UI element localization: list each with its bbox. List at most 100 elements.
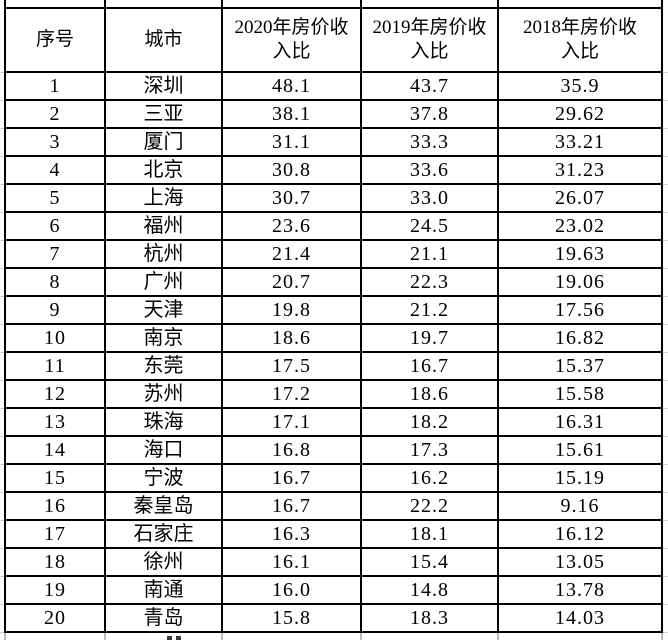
rank-cell: 2 — [4, 99, 106, 129]
cropped-row-top-stub — [497, 0, 499, 8]
ratio-2020-cell: 23.6 — [221, 211, 362, 241]
ratio-2018-cell: 9.16 — [497, 491, 663, 521]
ratio-2018-cell: 23.02 — [497, 211, 663, 241]
city-cell: 珠海 — [104, 407, 223, 437]
city-cell: 石家庄 — [104, 519, 223, 549]
city-cell: 秦皇岛 — [104, 491, 223, 521]
ratio-2019-cell: 22.3 — [360, 267, 499, 297]
rank-cell: 20 — [4, 603, 106, 633]
table-body: 1 深圳 48.1 43.7 35.9 2 三亚 38.1 37.8 29.62… — [4, 71, 663, 633]
ratio-2020-cell: 15.8 — [221, 603, 362, 633]
ratio-2018-cell: 15.19 — [497, 463, 663, 493]
rank-cell: 6 — [4, 211, 106, 241]
city-cell: 徐州 — [104, 547, 223, 577]
ratio-2019-cell: 18.3 — [360, 603, 499, 633]
rank-cell: 19 — [4, 575, 106, 605]
city-cell: 北京 — [104, 155, 223, 185]
rank-cell: 1 — [4, 71, 106, 101]
ratio-2018-cell: 13.78 — [497, 575, 663, 605]
rank-cell: 10 — [4, 323, 106, 353]
ratio-2020-cell: 16.0 — [221, 575, 362, 605]
col-header-2020-label: 2020年房价收 入比 — [234, 17, 349, 62]
rank-cell: 7 — [4, 239, 106, 269]
city-cell: 福州 — [104, 211, 223, 241]
city-cell: 广州 — [104, 267, 223, 297]
rank-cell: 8 — [4, 267, 106, 297]
city-cell: 南京 — [104, 323, 223, 353]
ratio-2018-cell: 29.62 — [497, 99, 663, 129]
col-header-city-label: 城市 — [144, 29, 183, 50]
ratio-2018-cell: 33.21 — [497, 127, 663, 157]
table-row: 8 广州 20.7 22.3 19.06 — [4, 267, 663, 297]
table-row: 6 福州 23.6 24.5 23.02 — [4, 211, 663, 241]
ratio-2020-cell: 16.7 — [221, 463, 362, 493]
ratio-2019-cell: 16.7 — [360, 351, 499, 381]
ratio-2019-cell: 33.0 — [360, 183, 499, 213]
rank-cell: 9 — [4, 295, 106, 325]
city-cell: 青岛 — [104, 603, 223, 633]
city-cell: 厦门 — [104, 127, 223, 157]
city-cell: 深圳 — [104, 71, 223, 101]
rank-cell: 13 — [4, 407, 106, 437]
col-header-2019-ratio: 2019年房价收 入比 — [360, 7, 499, 73]
ratio-2019-cell: 24.5 — [360, 211, 499, 241]
table-row: 11 东莞 17.5 16.7 15.37 — [4, 351, 663, 381]
table-row: 17 石家庄 16.3 18.1 16.12 — [4, 519, 663, 549]
ratio-2020-cell: 21.4 — [221, 239, 362, 269]
price-income-ratio-table: 序号 城市 2020年房价收 入比 2019年房价收 入比 2018年房价收 入… — [4, 7, 663, 633]
cropped-row-top-stub — [661, 0, 663, 8]
ratio-2019-cell: 19.7 — [360, 323, 499, 353]
col-header-index-label: 序号 — [35, 29, 74, 50]
ratio-2019-cell: 21.1 — [360, 239, 499, 269]
ratio-2020-cell: 17.1 — [221, 407, 362, 437]
rank-cell: 14 — [4, 435, 106, 465]
ratio-2019-cell: 14.8 — [360, 575, 499, 605]
ratio-2018-cell: 19.63 — [497, 239, 663, 269]
city-cell: 东莞 — [104, 351, 223, 381]
ratio-2018-cell: 16.31 — [497, 407, 663, 437]
table-row: 10 南京 18.6 19.7 16.82 — [4, 323, 663, 353]
table-row: 4 北京 30.8 33.6 31.23 — [4, 155, 663, 185]
cropped-row-bottom-stub — [221, 633, 223, 640]
city-cell: 天津 — [104, 295, 223, 325]
ratio-2018-cell: 31.23 — [497, 155, 663, 185]
city-cell: 宁波 — [104, 463, 223, 493]
ratio-2019-cell: 22.2 — [360, 491, 499, 521]
ratio-2019-cell: 37.8 — [360, 99, 499, 129]
ratio-2020-cell: 17.2 — [221, 379, 362, 409]
rank-cell: 15 — [4, 463, 106, 493]
table-header: 序号 城市 2020年房价收 入比 2019年房价收 入比 2018年房价收 入… — [4, 7, 663, 73]
ratio-2018-cell: 15.58 — [497, 379, 663, 409]
next-row-character-tip — [176, 636, 181, 640]
ratio-2020-cell: 16.1 — [221, 547, 362, 577]
sheet-gridlines-right — [663, 72, 668, 634]
table-row: 3 厦门 31.1 33.3 33.21 — [4, 127, 663, 157]
ratio-2019-cell: 33.3 — [360, 127, 499, 157]
cropped-row-bottom-stub — [4, 633, 6, 640]
rank-cell: 16 — [4, 491, 106, 521]
ratio-2018-cell: 15.61 — [497, 435, 663, 465]
ratio-2019-cell: 18.2 — [360, 407, 499, 437]
city-cell: 上海 — [104, 183, 223, 213]
ratio-2019-cell: 21.2 — [360, 295, 499, 325]
ratio-2018-cell: 15.37 — [497, 351, 663, 381]
cropped-row-bottom-stub — [497, 633, 499, 640]
table-row: 14 海口 16.8 17.3 15.61 — [4, 435, 663, 465]
ratio-2019-cell: 15.4 — [360, 547, 499, 577]
table-row: 20 青岛 15.8 18.3 14.03 — [4, 603, 663, 633]
next-row-character-tip — [167, 636, 172, 640]
city-cell: 三亚 — [104, 99, 223, 129]
cropped-row-top-stub — [104, 0, 106, 8]
rank-cell: 5 — [4, 183, 106, 213]
cropped-row-bottom-stub — [360, 633, 362, 640]
ratio-2020-cell: 20.7 — [221, 267, 362, 297]
rank-cell: 11 — [4, 351, 106, 381]
rank-cell: 4 — [4, 155, 106, 185]
col-header-city: 城市 — [104, 7, 223, 73]
table-row: 12 苏州 17.2 18.6 15.58 — [4, 379, 663, 409]
city-cell: 海口 — [104, 435, 223, 465]
cropped-row-top-stub — [360, 0, 362, 8]
col-header-2020-ratio: 2020年房价收 入比 — [221, 7, 362, 73]
col-header-index: 序号 — [4, 7, 106, 73]
